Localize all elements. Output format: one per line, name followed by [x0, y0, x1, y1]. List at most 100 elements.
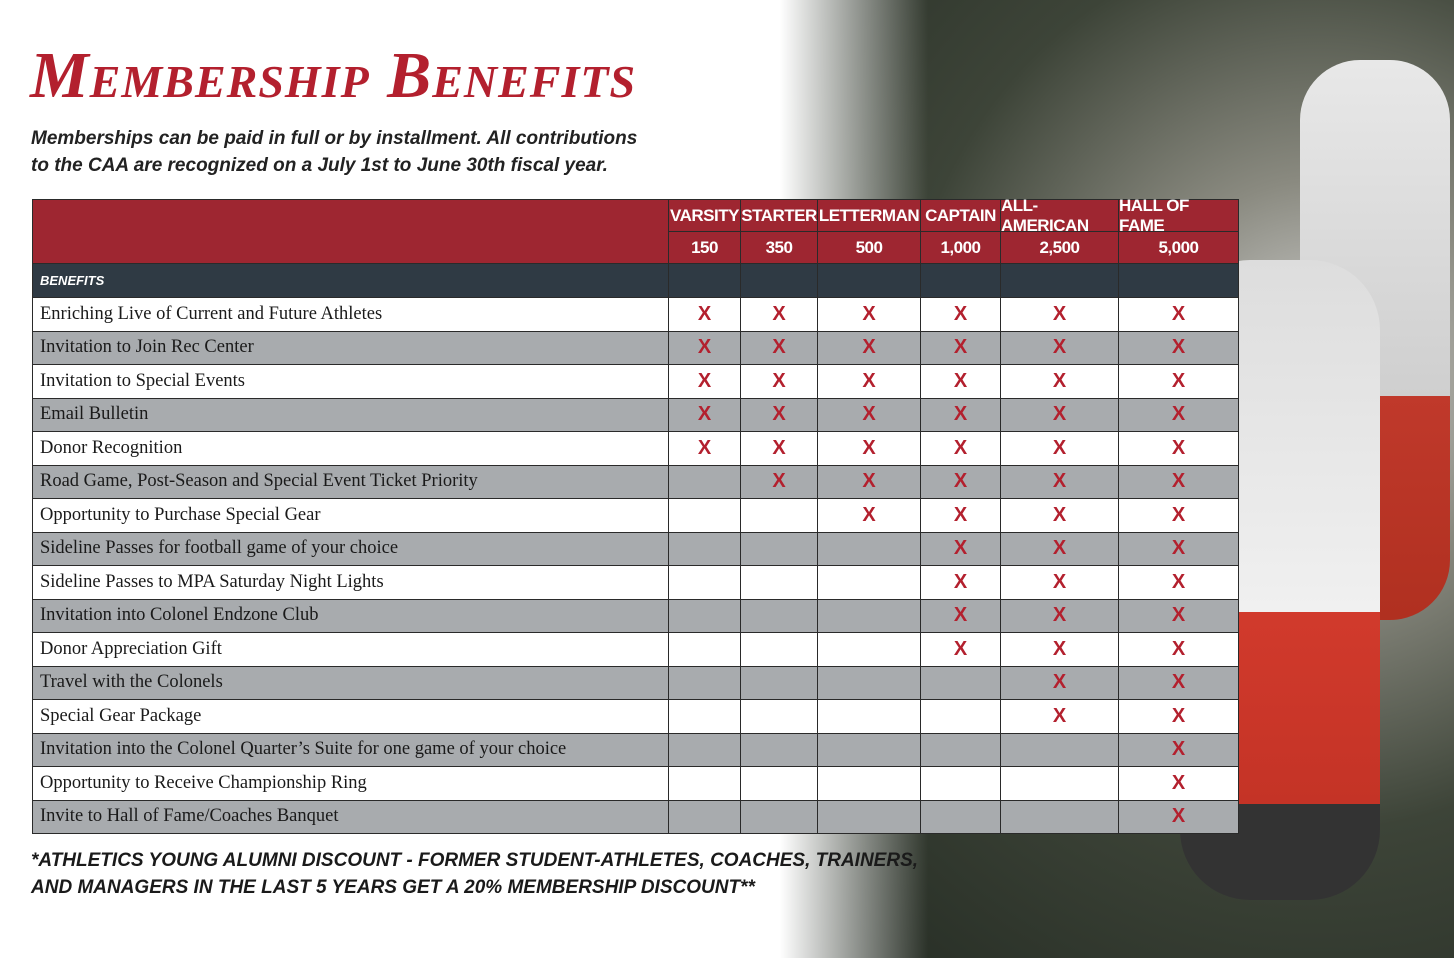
- benefit: Enriching Live of Current and Future Ath…: [32, 297, 669, 332]
- mark-cell: X: [920, 297, 1001, 332]
- mark-cell: X: [740, 464, 818, 499]
- tier-name: LETTERMAN: [817, 199, 921, 232]
- benefit: Opportunity to Receive Championship Ring: [32, 766, 669, 801]
- mark-cell: [668, 766, 741, 801]
- mark-cell: [920, 799, 1001, 834]
- mark-cell: X: [817, 464, 921, 499]
- mark-cell: X: [920, 464, 1001, 499]
- mark-cell: [740, 665, 818, 700]
- mark-cell: X: [1118, 766, 1239, 801]
- mark-cell: X: [817, 498, 921, 533]
- benefit: Special Gear Package: [32, 699, 669, 734]
- subtitle: Memberships can be paid in full or by in…: [31, 128, 638, 149]
- mark-cell: [1000, 799, 1119, 834]
- mark-cell: X: [1000, 297, 1119, 332]
- mark-cell: [668, 665, 741, 700]
- mark-cell: X: [1000, 699, 1119, 734]
- mark-cell: [740, 565, 818, 600]
- section-cell: [920, 263, 1001, 298]
- section-cell: [740, 263, 818, 298]
- section-label: BENEFITS: [32, 263, 669, 298]
- mark-cell: X: [1118, 330, 1239, 365]
- mark-cell: X: [920, 364, 1001, 399]
- mark-cell: [668, 531, 741, 566]
- mark-cell: X: [1000, 598, 1119, 633]
- mark-cell: X: [1118, 565, 1239, 600]
- mark-cell: [817, 799, 921, 834]
- mark-cell: X: [740, 364, 818, 399]
- mark-cell: [817, 565, 921, 600]
- mark-cell: [668, 464, 741, 499]
- mark-cell: [740, 766, 818, 801]
- mark-cell: [817, 598, 921, 633]
- mark-cell: [920, 699, 1001, 734]
- mark-cell: X: [1118, 498, 1239, 533]
- benefit: Sideline Passes to MPA Saturday Night Li…: [32, 565, 669, 600]
- mark-cell: [668, 498, 741, 533]
- mark-cell: X: [668, 431, 741, 466]
- mark-cell: X: [1000, 431, 1119, 466]
- mark-cell: X: [817, 364, 921, 399]
- mark-cell: X: [1118, 397, 1239, 432]
- mark-cell: [920, 665, 1001, 700]
- benefit: Invitation into the Colonel Quarter’s Su…: [32, 732, 669, 767]
- mark-cell: [740, 799, 818, 834]
- mark-cell: [817, 531, 921, 566]
- benefit: Travel with the Colonels: [32, 665, 669, 700]
- mark-cell: X: [920, 632, 1001, 667]
- mark-cell: [817, 665, 921, 700]
- mark-cell: X: [740, 330, 818, 365]
- mark-cell: X: [817, 330, 921, 365]
- mark-cell: X: [1000, 531, 1119, 566]
- header-blank: [32, 199, 669, 264]
- mark-cell: X: [1000, 364, 1119, 399]
- benefit: Donor Appreciation Gift: [32, 632, 669, 667]
- section-cell: [1118, 263, 1239, 298]
- mark-cell: [817, 699, 921, 734]
- mark-cell: X: [920, 565, 1001, 600]
- benefit: Opportunity to Purchase Special Gear: [32, 498, 669, 533]
- footnote: AND MANAGERS IN THE LAST 5 YEARS GET A 2…: [31, 877, 755, 898]
- mark-cell: [740, 531, 818, 566]
- subtitle: to the CAA are recognized on a July 1st …: [31, 155, 608, 176]
- benefit: Donor Recognition: [32, 431, 669, 466]
- tier-amount: 500: [817, 231, 921, 264]
- mark-cell: [1000, 766, 1119, 801]
- mark-cell: [920, 766, 1001, 801]
- benefit: Invitation to Join Rec Center: [32, 330, 669, 365]
- mark-cell: X: [1000, 464, 1119, 499]
- mark-cell: [668, 699, 741, 734]
- tier-name: ALL-AMERICAN: [1000, 196, 1119, 235]
- benefit: Invite to Hall of Fame/Coaches Banquet: [32, 799, 669, 834]
- mark-cell: X: [1118, 598, 1239, 633]
- mark-cell: [920, 732, 1001, 767]
- mark-cell: X: [817, 297, 921, 332]
- mark-cell: [668, 632, 741, 667]
- tier-name: HALL OF FAME: [1118, 196, 1239, 235]
- mark-cell: [817, 732, 921, 767]
- mark-cell: X: [920, 598, 1001, 633]
- mark-cell: X: [1118, 665, 1239, 700]
- mark-cell: X: [920, 330, 1001, 365]
- mark-cell: [668, 799, 741, 834]
- mark-cell: [817, 766, 921, 801]
- mark-cell: X: [1000, 397, 1119, 432]
- mark-cell: X: [668, 330, 741, 365]
- mark-cell: [1000, 732, 1119, 767]
- mark-cell: X: [817, 397, 921, 432]
- mark-cell: [668, 565, 741, 600]
- title: Membership Benefits: [30, 39, 637, 112]
- mark-cell: X: [1118, 799, 1239, 834]
- mark-cell: X: [1000, 498, 1119, 533]
- benefit: Invitation into Colonel Endzone Club: [32, 598, 669, 633]
- mark-cell: X: [740, 431, 818, 466]
- mark-cell: X: [1118, 431, 1239, 466]
- mark-cell: X: [1118, 297, 1239, 332]
- mark-cell: X: [1118, 364, 1239, 399]
- mark-cell: [817, 632, 921, 667]
- mark-cell: [740, 598, 818, 633]
- tier-amount: 1,000: [920, 231, 1001, 264]
- mark-cell: X: [668, 297, 741, 332]
- mark-cell: X: [668, 364, 741, 399]
- tier-amount: 5,000: [1118, 231, 1239, 264]
